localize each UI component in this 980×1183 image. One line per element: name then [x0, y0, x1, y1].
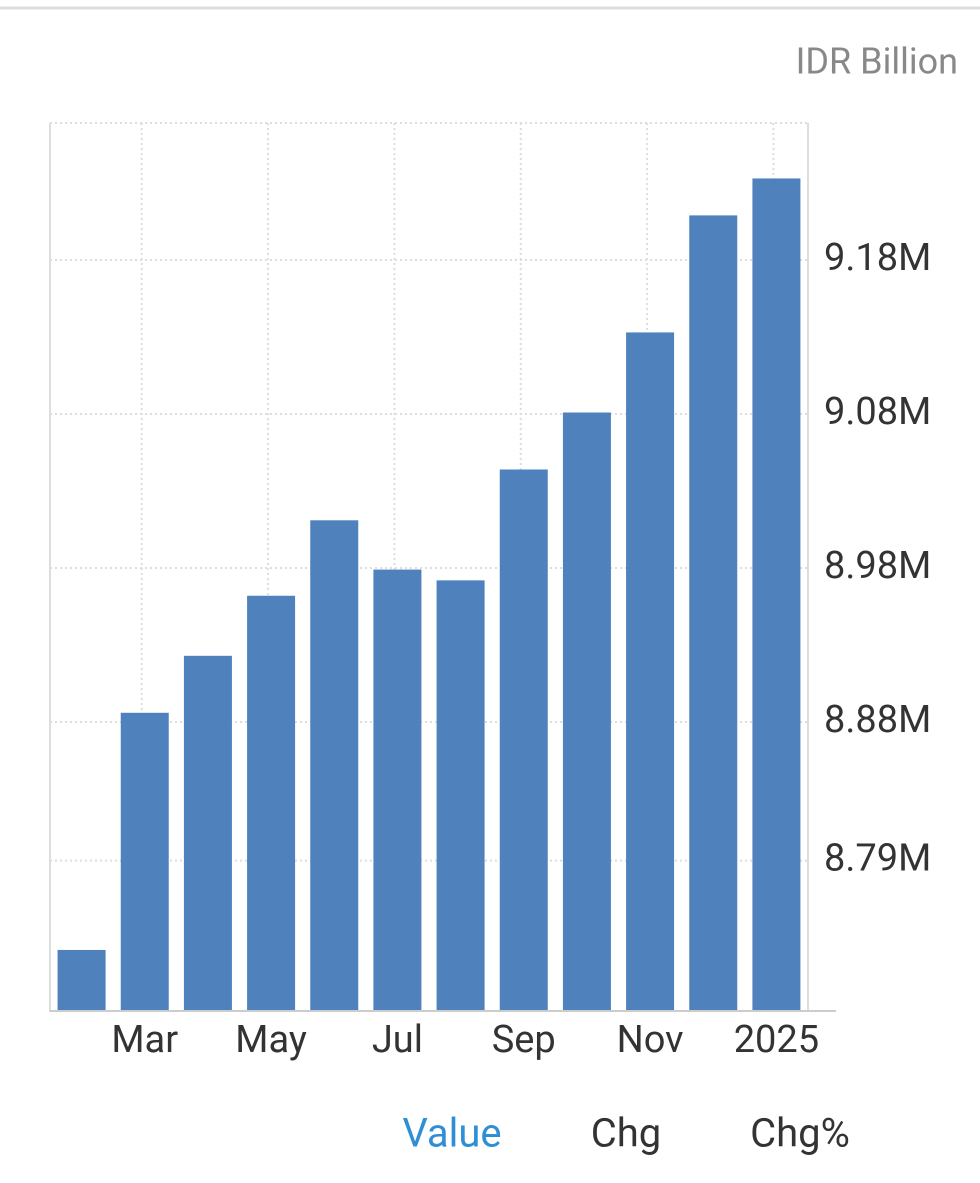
tab[interactable]: Chg: [591, 1110, 662, 1157]
x-tick-label: Sep: [492, 1018, 556, 1062]
x-tick-label: May: [235, 1018, 307, 1062]
y-tick-label: 9.18M: [824, 236, 931, 280]
x-tick-label: Nov: [617, 1018, 684, 1062]
bar: [752, 178, 801, 1010]
bar: [373, 569, 422, 1010]
x-tick-label: Jul: [372, 1018, 423, 1062]
y-tick-label: 8.79M: [824, 837, 931, 881]
unit-label: IDR Billion: [796, 41, 958, 83]
bar: [626, 332, 675, 1010]
bar: [310, 520, 359, 1010]
x-tick-label: Mar: [111, 1018, 178, 1062]
bar: [183, 655, 232, 1010]
bar: [689, 215, 738, 1011]
x-tick-label: 2025: [734, 1018, 819, 1062]
tab[interactable]: Value: [402, 1110, 501, 1157]
bar: [562, 412, 611, 1010]
bar: [120, 712, 169, 1010]
bar: [247, 595, 296, 1010]
bar: [57, 949, 106, 1010]
y-tick-label: 9.08M: [824, 390, 931, 434]
tab[interactable]: Chg%: [750, 1110, 850, 1157]
bar: [436, 580, 485, 1010]
bar: [499, 469, 548, 1010]
y-tick-label: 8.98M: [824, 544, 931, 588]
y-tick-label: 8.88M: [824, 698, 931, 742]
